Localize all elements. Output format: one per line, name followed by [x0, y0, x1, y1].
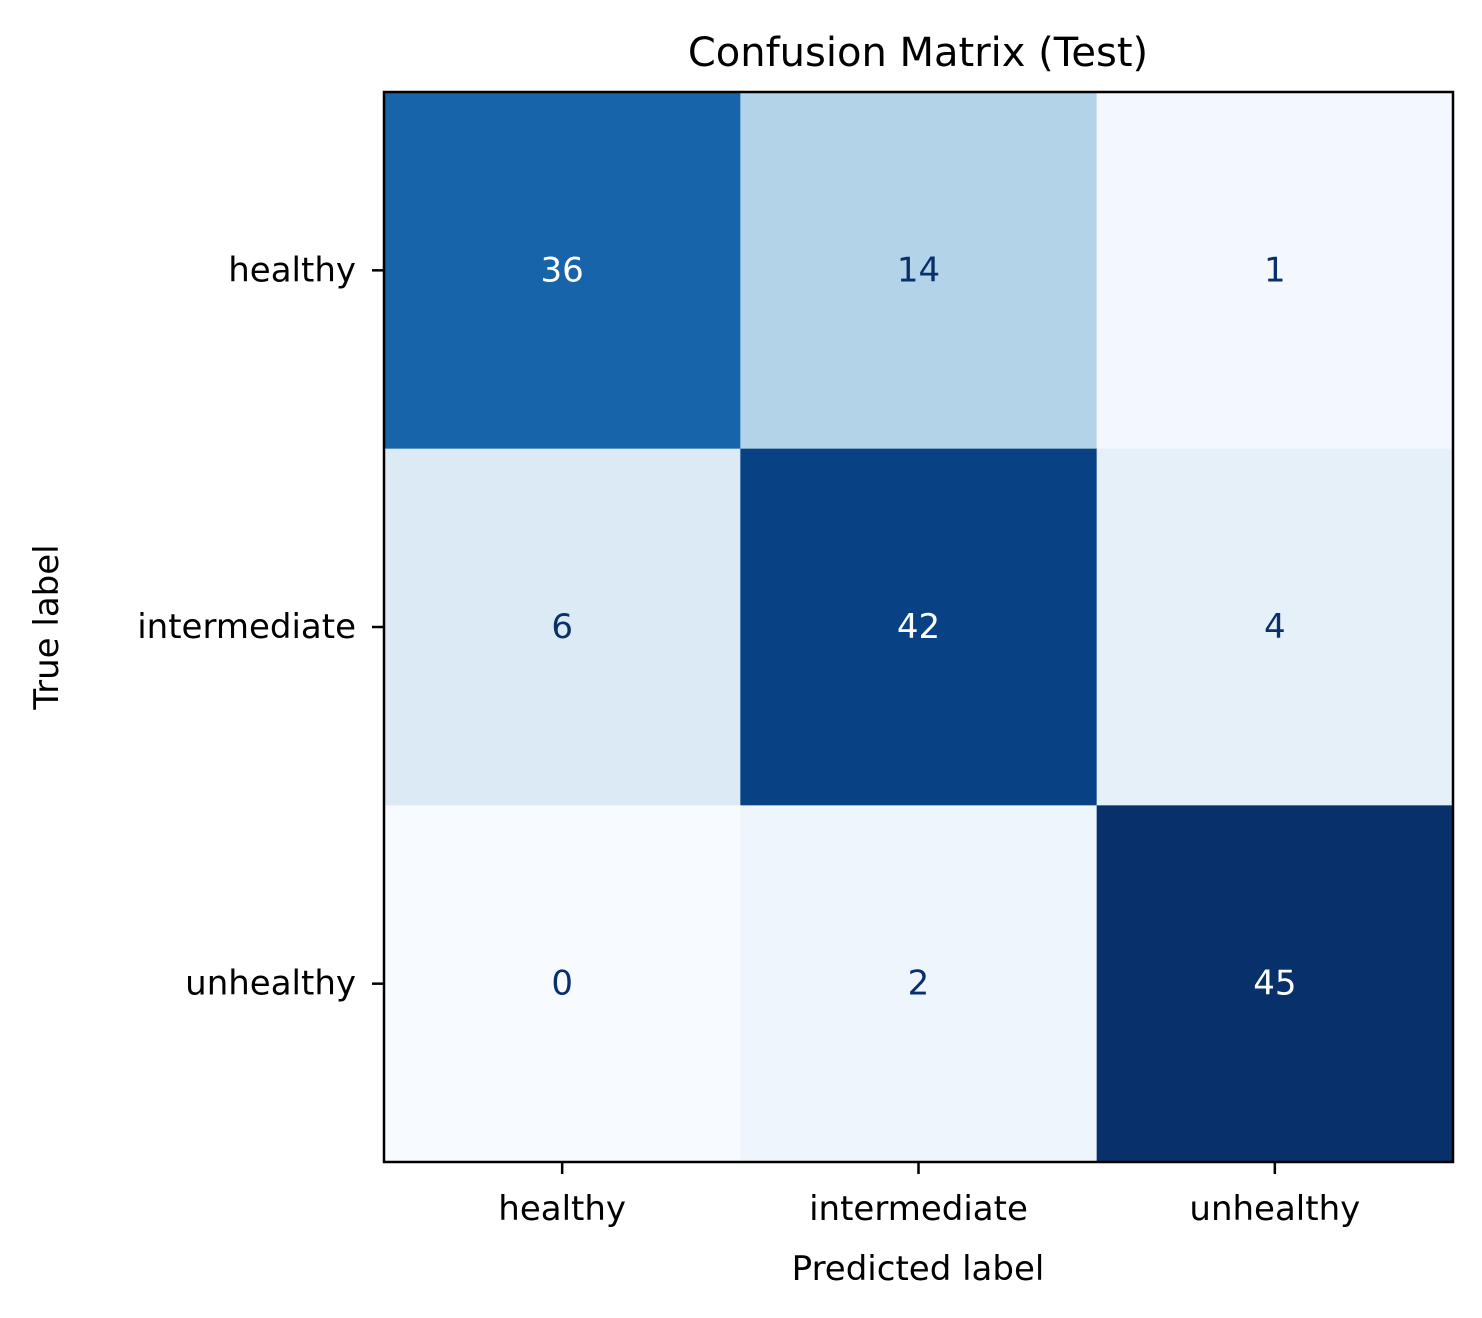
chart-title: Confusion Matrix (Test)	[688, 30, 1148, 76]
heatmap-cell	[384, 805, 741, 1163]
x-tick-label: healthy	[498, 1189, 626, 1229]
cell-value-label: 42	[897, 607, 940, 647]
heatmap-cell	[740, 92, 1098, 450]
heatmap-cell	[1096, 92, 1454, 450]
heatmap-cell	[740, 448, 1098, 806]
heatmap-cell	[1096, 805, 1454, 1163]
cell-value-label: 0	[551, 964, 573, 1004]
cell-value-label: 2	[908, 964, 930, 1004]
cell-value-label: 14	[897, 250, 940, 290]
x-tick-label: intermediate	[809, 1189, 1028, 1229]
y-axis-ticks: healthy intermediate unhealthy	[137, 250, 384, 1004]
x-tick-label: unhealthy	[1189, 1189, 1360, 1229]
x-axis-ticks: healthy intermediate unhealthy	[498, 1162, 1360, 1229]
heatmap-cell	[740, 805, 1098, 1163]
y-tick-label: intermediate	[137, 607, 356, 647]
cell-value-label: 6	[551, 607, 573, 647]
cell-value-label: 45	[1253, 964, 1296, 1004]
y-tick-label: unhealthy	[185, 964, 356, 1004]
heatmap-cell	[1096, 448, 1454, 806]
heatmap-cell	[384, 92, 741, 450]
cell-value-label: 1	[1264, 250, 1286, 290]
heatmap-cell	[384, 448, 741, 806]
y-axis-label: True label	[27, 544, 67, 710]
y-tick-label: healthy	[228, 250, 356, 290]
cell-value-labels: 36 14 1 6 42 4 0 2 45	[541, 250, 1297, 1003]
cell-value-label: 36	[541, 250, 584, 290]
heatmap-cells	[384, 92, 1454, 1163]
cell-value-label: 4	[1264, 607, 1286, 647]
x-axis-label: Predicted label	[792, 1249, 1045, 1289]
